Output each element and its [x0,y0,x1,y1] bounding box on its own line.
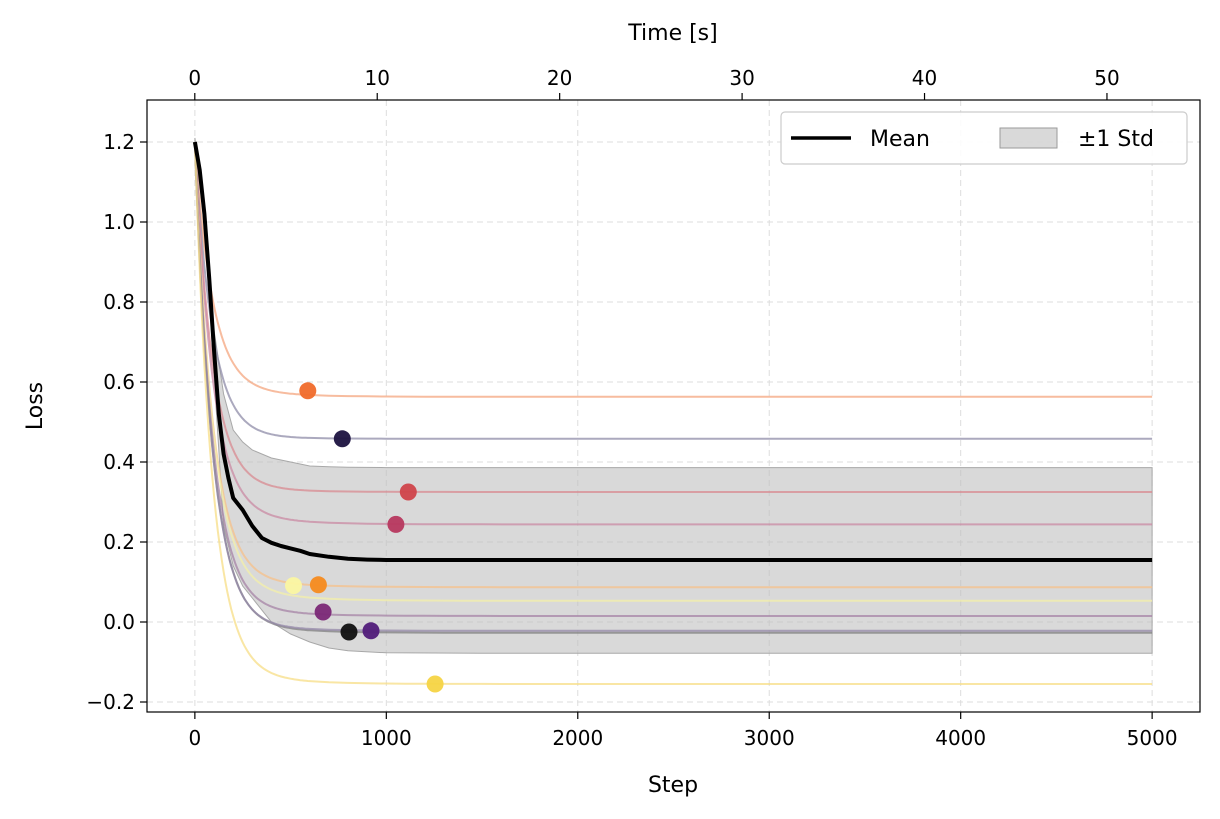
run-line-2 [193,141,1153,440]
y-tick-label-7: 1.2 [103,130,135,154]
x-axis-ticks: 0 1000 2000 3000 4000 5000 [188,712,1178,750]
legend-std-swatch [999,127,1058,149]
y-tick-label-4: 0.6 [103,370,135,394]
x-tick-label-2: 2000 [552,726,603,750]
y-tick-label-6: 1.0 [103,210,135,234]
top-tick-label-2: 20 [547,66,572,90]
x-tick-label-0: 0 [188,726,201,750]
run-markers-layer [285,382,444,693]
mean-line-layer [192,141,1153,562]
y-tick-label-5: 0.8 [103,290,135,314]
x-tick-label-1: 1000 [361,726,412,750]
run-line-9 [193,141,1153,632]
top-tick-label-5: 50 [1094,66,1119,90]
plot-frame [146,99,1201,713]
run-line-7 [193,141,1153,617]
run-marker-1 [299,382,317,400]
run-line-3 [193,141,1153,493]
run-marker-10 [426,675,444,693]
run-marker-3 [399,483,417,501]
legend-frame [780,111,1188,165]
legend-std-label: ±1 Std [1078,127,1154,152]
x-tick-label-3: 3000 [744,726,795,750]
y-tick-label-2: 0.2 [103,530,135,554]
top-axis-ticks: 0 10 20 30 40 50 [188,66,1120,100]
x-axis-title: Step [648,773,698,798]
run-marker-8 [340,623,358,641]
top-axis-title: Time [s] [627,21,717,46]
legend: Mean ±1 Std [780,111,1188,165]
y-tick-label-3: 0.4 [103,450,135,474]
run-lines-layer [193,141,1153,685]
run-marker-4 [387,515,405,533]
run-marker-5 [309,576,327,594]
run-line-6 [193,141,1153,602]
y-axis-title: Loss [23,382,48,430]
run-line-10 [193,141,1153,685]
y-tick-label-0: −0.2 [86,690,135,714]
run-marker-2 [333,430,351,448]
run-marker-6 [285,577,302,595]
top-tick-label-4: 40 [912,66,937,90]
y-axis-ticks: −0.2 0.0 0.2 0.4 0.6 0.8 1.0 1.2 [86,130,147,714]
run-line-4 [193,141,1153,526]
run-marker-9 [362,622,380,640]
legend-mean-label: Mean [870,127,930,152]
top-tick-label-0: 0 [188,66,201,90]
run-marker-7 [314,603,332,621]
run-line-1 [193,141,1153,398]
mean-line [192,141,1153,562]
top-tick-label-3: 30 [729,66,754,90]
y-tick-label-1: 0.0 [103,610,135,634]
x-tick-label-5: 5000 [1127,726,1178,750]
top-tick-label-1: 10 [365,66,390,90]
x-tick-label-4: 4000 [935,726,986,750]
